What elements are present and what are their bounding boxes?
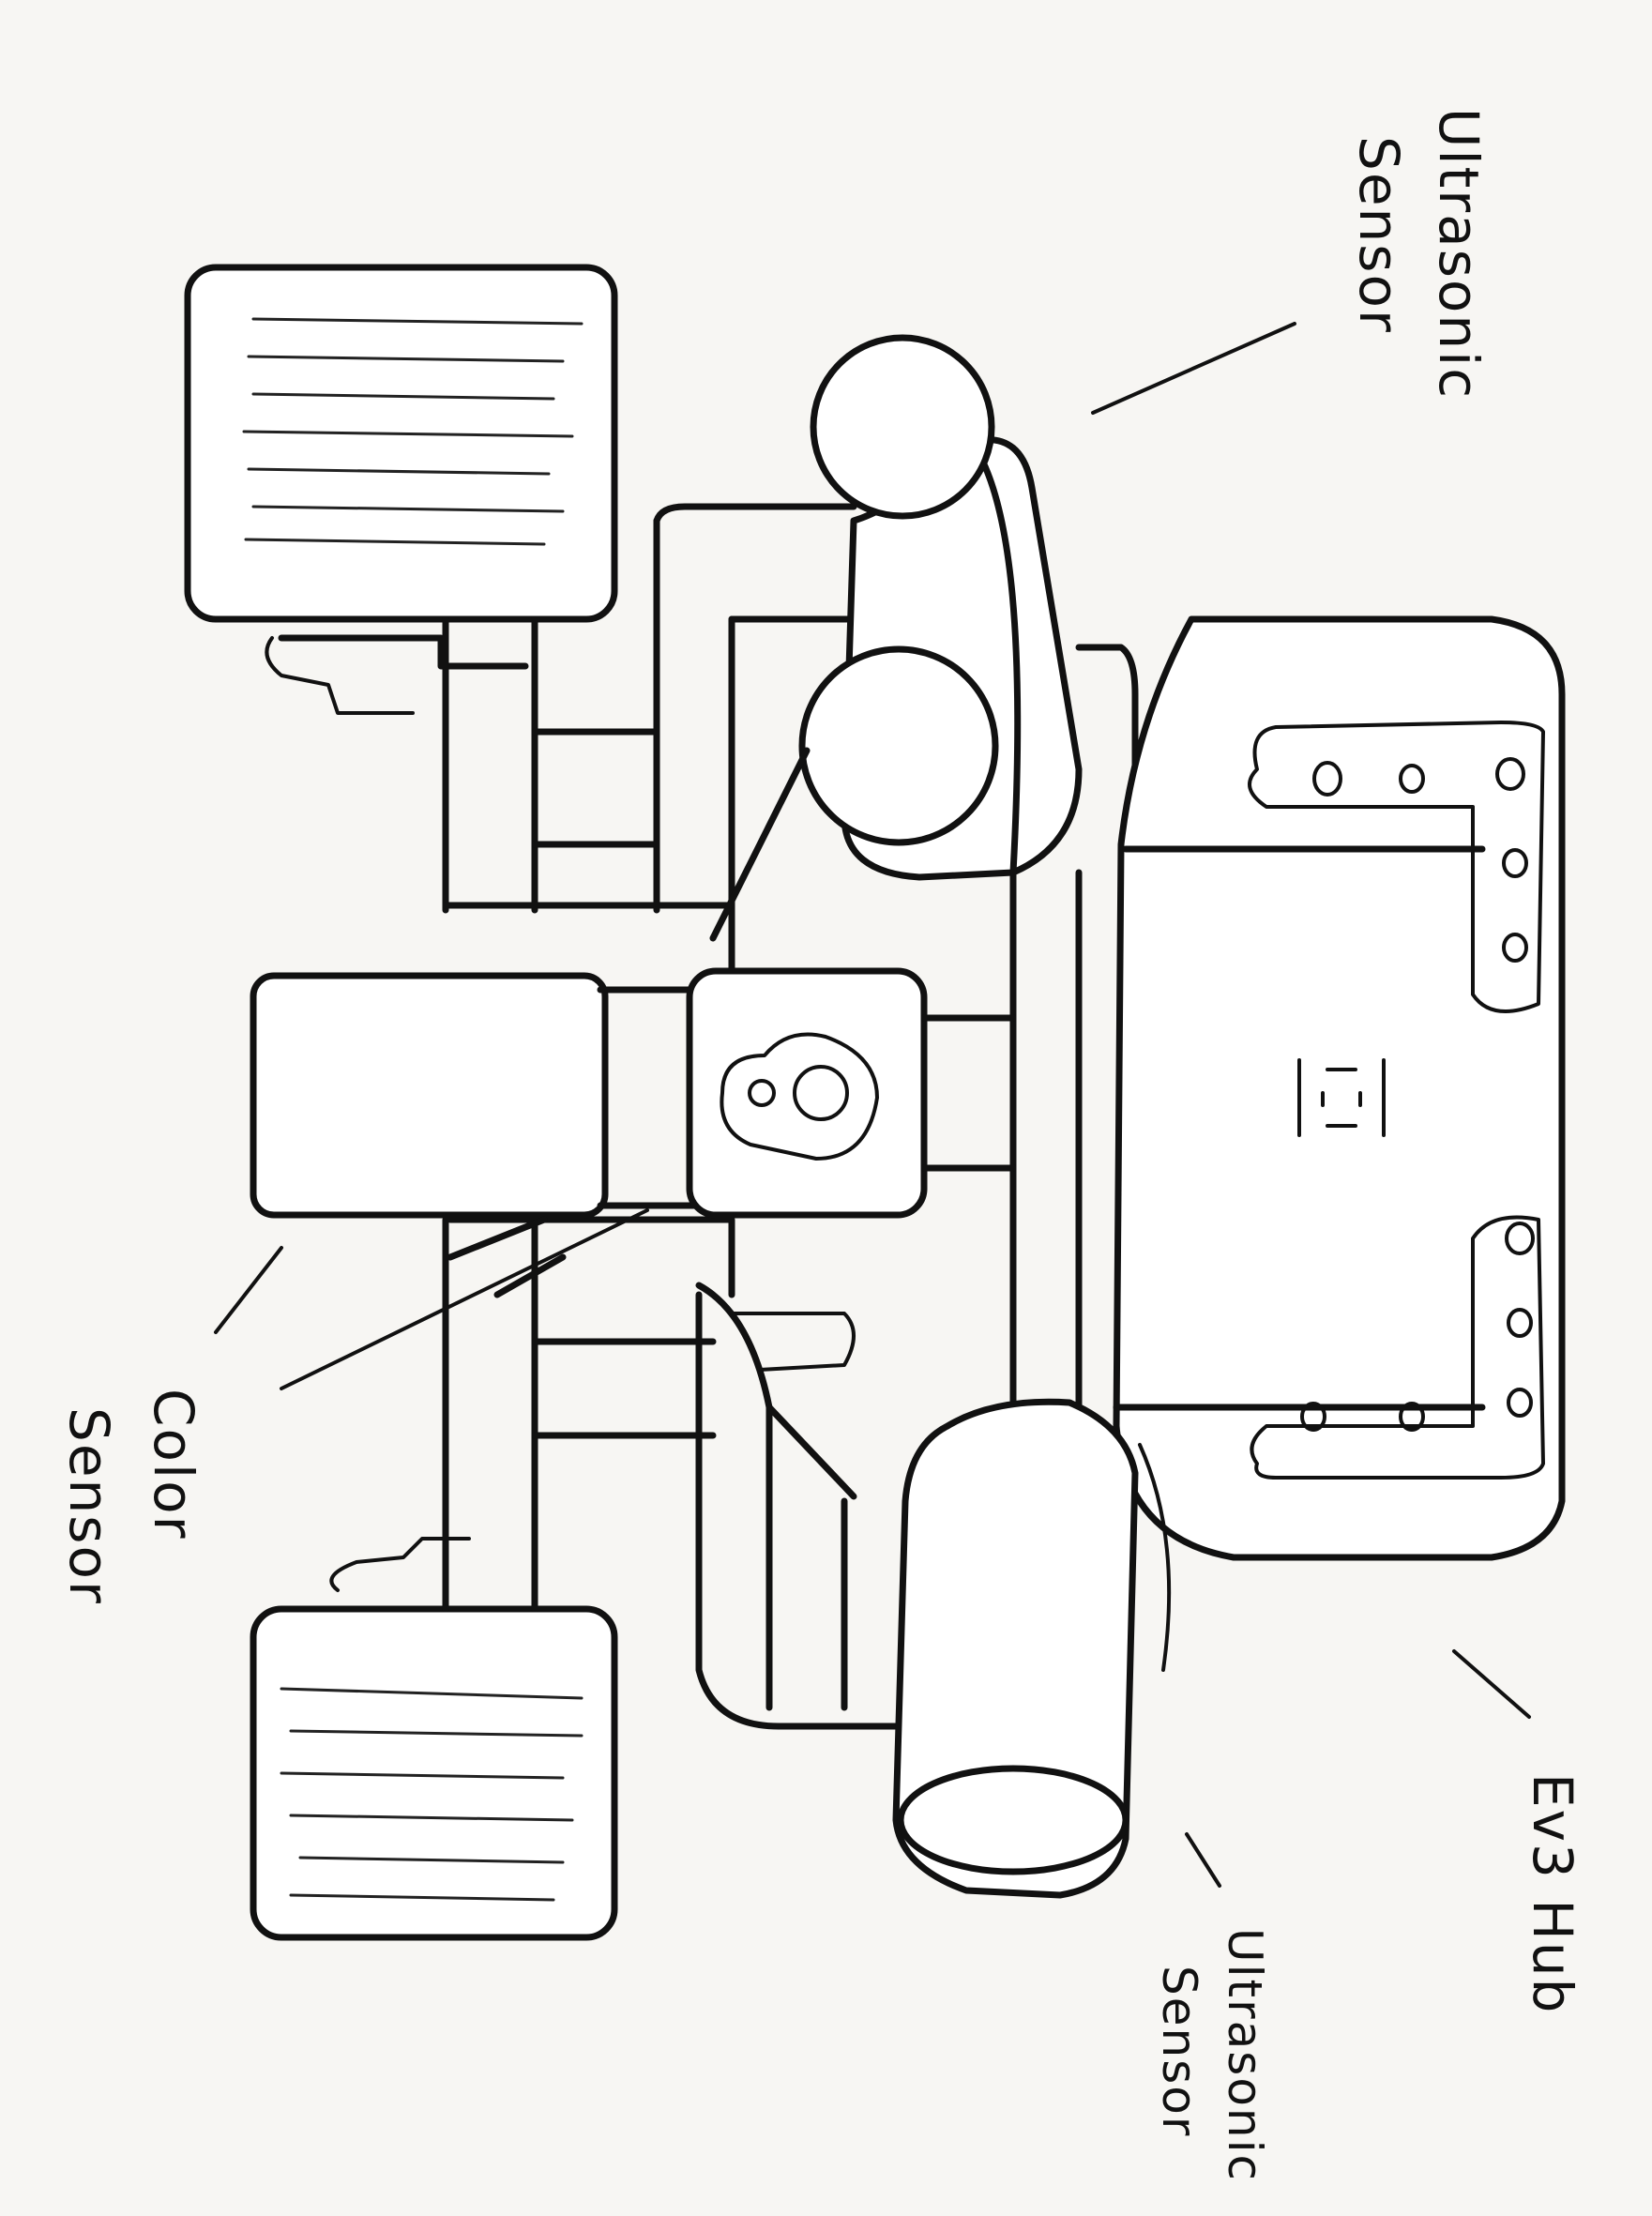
label-color-sensor-line2: Sensor: [57, 1407, 121, 1605]
label-ultrasonic-top-line1: Ultrasonic: [1427, 108, 1491, 400]
leader-ultrasonic-top: [1091, 322, 1296, 415]
label-color-sensor: Color Sensor: [57, 1389, 205, 1605]
hub-bracket-holes: [1300, 757, 1535, 1432]
ultrasonic-eye-bottom: [897, 1765, 1129, 1875]
chassis-rails: [653, 503, 904, 1730]
ultrasonic-eye-top-2: [798, 645, 999, 846]
label-ultrasonic-bottom-line2: Sensor: [1152, 1966, 1206, 2137]
color-sensor-body: [250, 972, 609, 1219]
leader-ultrasonic-bottom: [1185, 1832, 1221, 1888]
wheel-bottom-left: [250, 1537, 618, 1941]
leader-lines: [214, 322, 1531, 1888]
hub-screen-marks: [1297, 1058, 1386, 1137]
label-ev3-hub: Ev3 Hub: [1521, 1773, 1584, 2015]
color-sensor-led: [748, 1079, 776, 1107]
color-sensor: [250, 967, 1017, 1372]
ev3-hub: [1113, 615, 1566, 1561]
label-ultrasonic-top: Ultrasonic Sensor: [1347, 108, 1491, 400]
ultrasonic-sensor-top: [709, 334, 1083, 942]
color-sensor-head: [686, 967, 928, 1219]
color-sensor-lens-housing: [720, 1032, 879, 1161]
leader-ev3-hub: [1452, 1649, 1531, 1719]
wheel-top-left: [184, 264, 618, 715]
leader-color-sensor-2: [280, 1208, 649, 1390]
hub-bracket-top: [1248, 721, 1545, 1013]
label-ultrasonic-bottom: Ultrasonic Sensor: [1152, 1928, 1272, 2182]
leader-color-sensor: [214, 1246, 283, 1334]
color-sensor-lens: [793, 1065, 849, 1121]
label-ev3-hub-text: Ev3 Hub: [1521, 1773, 1584, 2015]
ultrasonic-sensor-bottom: [892, 1398, 1172, 1899]
hub-bracket-bottom: [1250, 1215, 1545, 1480]
ultrasonic-eye-top-1: [810, 334, 995, 520]
label-ultrasonic-top-line2: Sensor: [1347, 136, 1411, 334]
label-ultrasonic-bottom-line1: Ultrasonic: [1218, 1928, 1272, 2182]
label-color-sensor-line1: Color: [142, 1389, 205, 1540]
